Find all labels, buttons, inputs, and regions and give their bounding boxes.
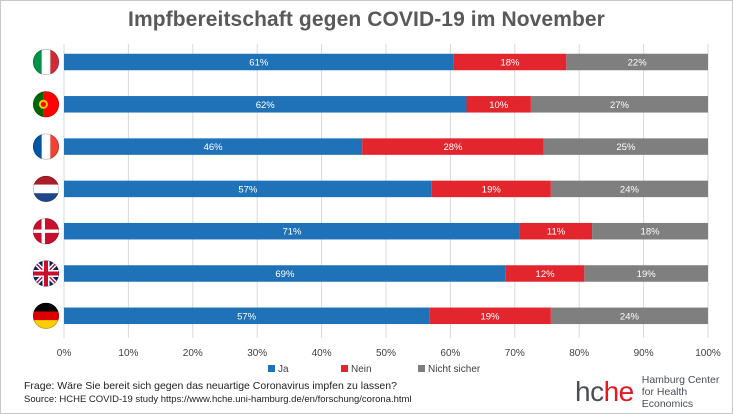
bar-segment-nein xyxy=(453,53,567,71)
data-label: 19% xyxy=(480,311,500,322)
bar-segment-ja xyxy=(64,265,506,282)
flag-icon xyxy=(33,91,59,118)
legend-label: Nein xyxy=(351,364,372,375)
flag-icon xyxy=(33,133,59,160)
bar-segment-nein xyxy=(431,180,551,198)
bar-segment-ja xyxy=(64,222,520,240)
data-label: 61% xyxy=(249,58,269,69)
x-tick-label: 20% xyxy=(183,348,203,359)
logo-line-2: for Health Economics xyxy=(641,386,694,410)
legend-label: Ja xyxy=(278,364,289,375)
data-label: 57% xyxy=(238,184,258,195)
data-label: 12% xyxy=(536,269,556,280)
bar-segment-nein xyxy=(505,265,585,282)
bar-segment-nein xyxy=(519,222,593,240)
data-label: 24% xyxy=(620,184,640,195)
data-label: 57% xyxy=(237,311,257,322)
x-tick-label: 50% xyxy=(376,348,396,359)
bar-segment-nicht-sicher xyxy=(543,138,708,155)
bar-segment-nein xyxy=(362,138,544,155)
bar-segment-ja xyxy=(64,53,454,71)
bar-segment-ja xyxy=(64,138,363,155)
hche-logo: hche Hamburg Center for Health Economics xyxy=(575,374,733,410)
bar-segment-ja xyxy=(64,180,432,198)
flag-icon xyxy=(33,218,59,245)
bar-segment-ja xyxy=(64,96,467,113)
logo-caption: Hamburg Center for Health Economics xyxy=(642,374,733,410)
x-tick-label: 60% xyxy=(440,348,460,359)
flag-icon xyxy=(33,260,59,287)
data-label: 71% xyxy=(282,227,302,238)
bar-segment-ja xyxy=(64,307,430,325)
data-label: 22% xyxy=(628,58,648,69)
bar-segment-nicht-sicher xyxy=(530,96,708,113)
data-label: 25% xyxy=(616,142,636,153)
x-tick-label: 30% xyxy=(247,348,267,359)
logo-he: he xyxy=(603,376,635,407)
data-label: 27% xyxy=(610,100,630,111)
data-label: 18% xyxy=(641,227,661,238)
legend-label: Nicht sicher xyxy=(428,364,481,375)
data-label: 62% xyxy=(256,100,276,111)
bar-segment-nicht-sicher xyxy=(550,307,708,325)
survey-question: Frage: Wäre Sie bereit sich gegen das ne… xyxy=(24,380,397,392)
legend-swatch xyxy=(418,365,425,372)
flag-icon xyxy=(33,175,59,202)
bar-segment-nicht-sicher xyxy=(584,265,708,282)
chart-title: Impfbereitschaft gegen COVID-19 im Novem… xyxy=(128,8,605,31)
data-label: 11% xyxy=(547,227,566,238)
data-label: 46% xyxy=(204,142,224,153)
bar-segment-nein xyxy=(466,96,531,113)
data-label: 10% xyxy=(489,100,509,111)
data-label: 28% xyxy=(443,142,463,153)
data-label: 19% xyxy=(482,184,502,195)
bar-segment-nicht-sicher xyxy=(592,222,708,240)
x-tick-label: 40% xyxy=(312,348,332,359)
logo-hc: hc xyxy=(575,376,604,407)
source-note: Source: HCHE COVID-19 study https://www.… xyxy=(24,394,412,405)
x-tick-label: 100% xyxy=(695,348,721,359)
x-tick-label: 0% xyxy=(57,348,72,359)
data-label: 19% xyxy=(637,269,657,280)
data-label: 18% xyxy=(500,58,520,69)
data-label: 24% xyxy=(620,311,640,322)
logo-wordmark: hche xyxy=(575,378,634,406)
bar-segment-nein xyxy=(429,307,551,325)
legend-swatch xyxy=(341,365,348,372)
bar-segment-nicht-sicher xyxy=(566,53,708,71)
legend-swatch xyxy=(268,365,275,372)
x-tick-label: 70% xyxy=(505,348,525,359)
x-tick-label: 80% xyxy=(569,348,589,359)
flag-icon xyxy=(33,49,59,75)
flag-icon xyxy=(33,302,59,329)
data-label: 69% xyxy=(275,269,295,280)
x-tick-label: 90% xyxy=(634,348,654,359)
logo-line-1: Hamburg Center xyxy=(641,374,720,386)
x-tick-label: 10% xyxy=(118,348,138,359)
bar-segment-nicht-sicher xyxy=(550,180,708,198)
